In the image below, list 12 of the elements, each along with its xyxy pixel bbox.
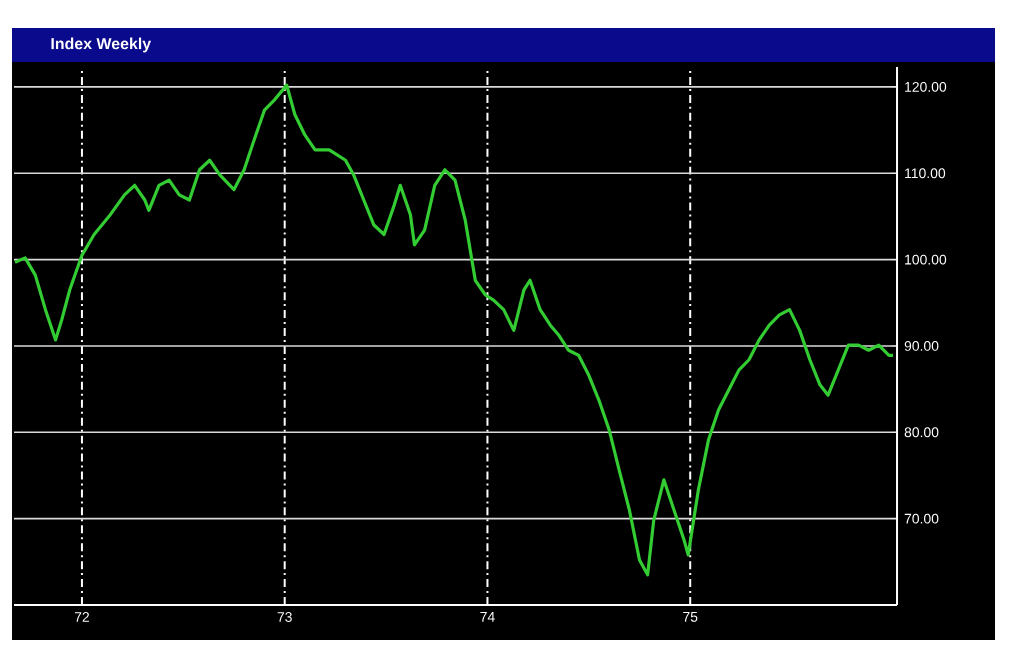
y-tick-label: 120.00	[905, 81, 947, 92]
chart-title: Index Weekly	[51, 37, 152, 53]
y-tick-label: 80.00	[904, 427, 939, 438]
y-tick-label: 90.00	[904, 341, 939, 351]
y-tick-label: 70.00	[904, 513, 939, 524]
y-tick-label: 110.00	[905, 168, 946, 179]
x-tick-label: 74	[480, 612, 495, 622]
x-tick-label: 75	[683, 612, 698, 622]
x-tick-label: 72	[74, 612, 89, 622]
y-tick-label: 100.00	[905, 254, 947, 265]
line-series	[14, 83, 895, 577]
x-tick-label: 73	[277, 612, 292, 622]
